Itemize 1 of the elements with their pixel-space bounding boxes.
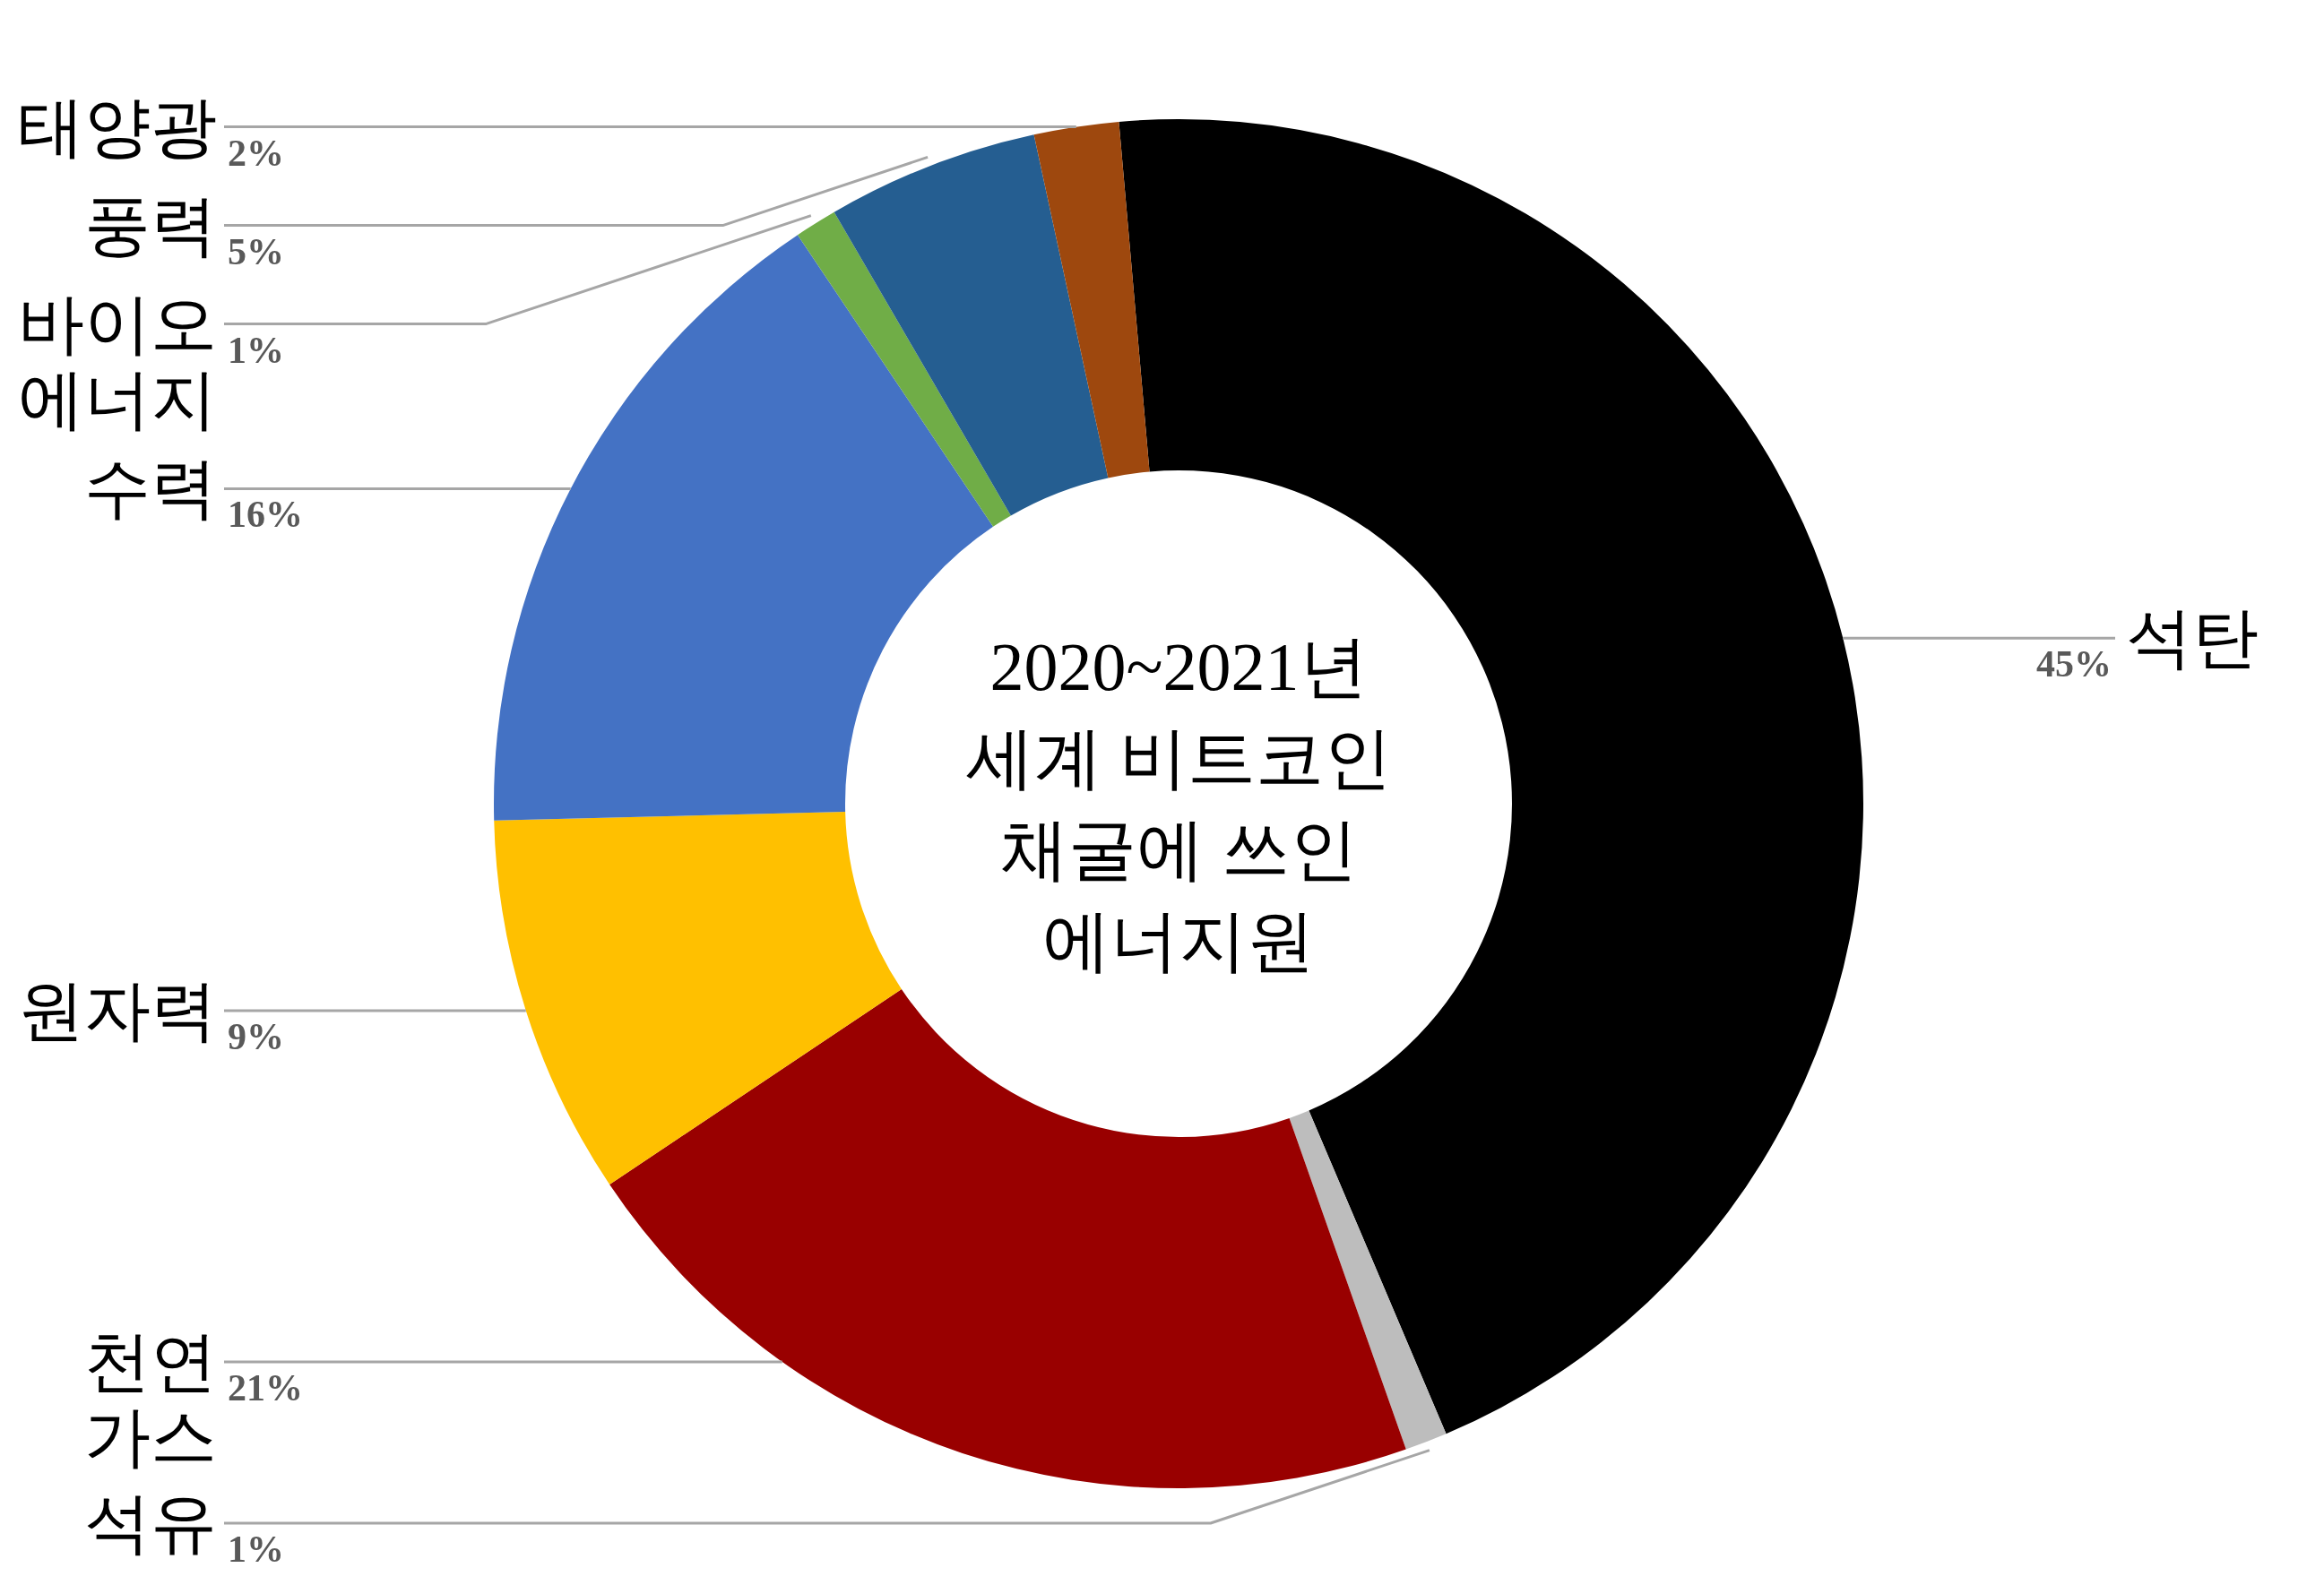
title: 2020~2021년 세계 비트코인 채굴에 쓰인 에너지원	[964, 628, 1393, 980]
